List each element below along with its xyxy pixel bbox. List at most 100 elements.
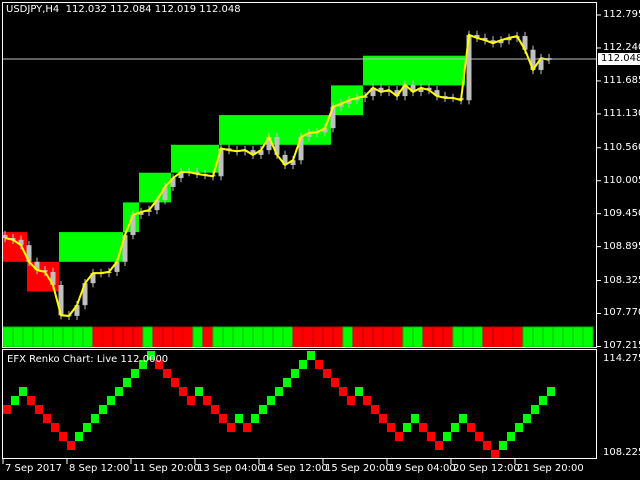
renko-brick-down: [67, 441, 75, 450]
time-label: 13 Sep 04:00: [197, 463, 264, 474]
renko-brick-up: [11, 396, 19, 405]
price-label: 110.005: [603, 174, 640, 186]
trend-cell-down: [122, 326, 134, 348]
renko-brick-up: [147, 351, 155, 360]
renko-brick-up: [507, 432, 515, 441]
trend-cell-down: [422, 326, 434, 348]
renko-brick-down: [43, 414, 51, 423]
candle-body: [58, 284, 64, 316]
current-price-label: 112.048: [598, 53, 640, 65]
trend-cell-up: [572, 326, 584, 348]
candle-body: [178, 172, 184, 179]
candle-body: [130, 214, 136, 236]
renko-brick-down: [179, 387, 187, 396]
trend-cell-up: [52, 326, 64, 348]
candle-body: [338, 103, 344, 107]
renko-brick-down: [155, 360, 163, 369]
renko-brick-up: [403, 423, 411, 432]
trend-cell-up: [282, 326, 294, 348]
sub-window-title: EFX Renko Chart: Live 112.0000: [7, 354, 169, 365]
trend-cell-up: [2, 326, 14, 348]
candle-body: [522, 36, 528, 50]
trend-cell-up: [32, 326, 44, 348]
candle-body: [530, 49, 536, 70]
candle-body: [506, 37, 512, 41]
trend-cell-up: [22, 326, 34, 348]
trend-cell-up: [412, 326, 424, 348]
candle-body: [218, 148, 224, 177]
candle-body: [282, 154, 288, 165]
renko-brick-down: [35, 405, 43, 414]
renko-brick-down: [163, 369, 171, 378]
renko-brick-up: [91, 414, 99, 423]
renko-brick-up: [411, 414, 419, 423]
renko-brick-down: [59, 432, 67, 441]
renko-box-up: [59, 232, 123, 262]
candles-layer: [2, 30, 552, 321]
trend-cell-up: [532, 326, 544, 348]
renko-brick-down: [219, 414, 227, 423]
renko-brick-up: [547, 387, 555, 396]
renko-brick-down: [427, 432, 435, 441]
trend-cell-up: [232, 326, 244, 348]
candle-body: [330, 106, 336, 129]
trend-cell-up: [452, 326, 464, 348]
renko-brick-up: [275, 387, 283, 396]
candle-body: [138, 211, 144, 215]
price-label: 107.215: [603, 340, 640, 352]
trend-cell-down: [312, 326, 324, 348]
renko-brick-up: [235, 414, 243, 423]
price-label: 111.130: [603, 107, 640, 119]
trend-cell-down: [502, 326, 514, 348]
trend-cell-down: [322, 326, 334, 348]
renko-brick-down: [227, 423, 235, 432]
candle-body: [18, 239, 24, 246]
price-label: 111.685: [603, 74, 640, 86]
candle-body: [466, 34, 472, 101]
renko-brick-up: [251, 414, 259, 423]
trend-cell-down: [382, 326, 394, 348]
trend-cell-down: [132, 326, 144, 348]
candle-body: [394, 90, 400, 97]
candle-body: [258, 150, 264, 155]
renko-brick-up: [115, 387, 123, 396]
price-label: 112.240: [603, 41, 640, 53]
renko-brick-down: [347, 396, 355, 405]
trend-cell-down: [332, 326, 344, 348]
renko-brick-down: [491, 450, 499, 459]
candle-body: [162, 186, 168, 201]
candle-body: [402, 84, 408, 97]
symbol-info: USDJPY,H4 112.032 112.084 112.019 112.04…: [6, 4, 241, 15]
trend-cell-up: [272, 326, 284, 348]
trend-cell-down: [112, 326, 124, 348]
renko-brick-down: [27, 396, 35, 405]
trend-cell-down: [442, 326, 454, 348]
candle-body: [274, 137, 280, 155]
trend-cell-down: [392, 326, 404, 348]
candle-body: [410, 84, 416, 92]
renko-box-up: [171, 144, 219, 173]
candle-body: [306, 132, 312, 138]
candle-body: [418, 87, 424, 92]
candle-body: [74, 305, 80, 316]
renko-brick-up: [531, 405, 539, 414]
renko-brick-up: [459, 414, 467, 423]
trend-cell-down: [172, 326, 184, 348]
candle-body: [82, 283, 88, 306]
candle-body: [426, 87, 432, 91]
price-line: [4, 33, 550, 317]
renko-brick-down: [187, 396, 195, 405]
renko-brick-up: [83, 423, 91, 432]
trend-cell-down: [102, 326, 114, 348]
candle-body: [26, 245, 32, 262]
renko-brick-down: [51, 423, 59, 432]
trend-cell-down: [512, 326, 524, 348]
time-label: 15 Sep 20:00: [325, 463, 392, 474]
renko-brick-down: [339, 387, 347, 396]
candle-body: [346, 100, 352, 104]
price-label: 112.795: [603, 9, 640, 20]
renko-brick-up: [123, 378, 131, 387]
price-label: 110.560: [603, 141, 640, 153]
renko-brick-up: [283, 378, 291, 387]
